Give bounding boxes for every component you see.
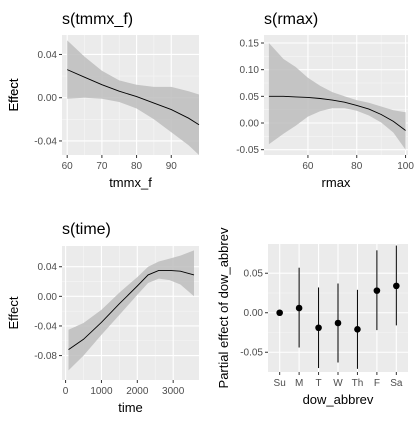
x-tick-label: T [316, 378, 322, 389]
panel-s-tmmx-f: -0.04 0.00 0.04 60 70 80 90 tmmx_f Effect s(tmmx_… [6, 11, 200, 190]
panel-title: s(rmax) [264, 11, 318, 28]
x-tick-label: 80 [131, 161, 143, 172]
x-tick-label: Sa [390, 378, 403, 389]
confidence-band [67, 40, 199, 155]
x-axis-label: tmmx_f [109, 175, 152, 190]
panel-title: s(time) [62, 221, 111, 238]
y-tick-label: 0.00 [38, 93, 58, 104]
y-tick-label: -0.05 [240, 348, 263, 359]
x-tick-label: 70 [96, 161, 108, 172]
x-tick-label: W [333, 378, 343, 389]
smooth-line [68, 269, 195, 350]
effect-point [334, 319, 342, 327]
x-tick-label: F [374, 378, 380, 389]
x-tick-label: M [295, 378, 303, 389]
x-tick-label: 90 [166, 161, 178, 172]
y-tick-label: -0.08 [34, 351, 57, 362]
y-tick-label: 0.15 [240, 39, 260, 50]
y-axis-label: Partial effect of dow_abbrev [216, 227, 231, 388]
x-tick-label: 100 [397, 161, 414, 172]
x-tick-label: 80 [351, 161, 363, 172]
effect-point [276, 309, 283, 317]
x-tick-label: 60 [62, 161, 74, 172]
x-tick-label: 2000 [126, 386, 149, 397]
x-axis-label: rmax [322, 175, 351, 190]
x-tick-label: 60 [302, 161, 314, 172]
y-tick-label: 0.05 [244, 269, 264, 280]
smooth-line [268, 95, 406, 131]
panel-s-rmax: -0.05 0.00 0.05 0.10 0.15 60 80 100 rmax Effect s(… [6, 11, 414, 190]
y-tick-label: 0.05 [240, 92, 260, 103]
effect-point [373, 287, 381, 294]
y-axis-label: Effect [6, 78, 21, 111]
y-tick-label: -0.05 [236, 145, 259, 156]
effect-point [315, 324, 322, 332]
x-tick-label: 1000 [90, 386, 113, 397]
panel-dow-abbrev: -0.05 0.00 0.05 Su M T W Th F Sa dow_abbrev Partial… [216, 227, 408, 407]
x-tick-label: Su [274, 378, 286, 389]
y-tick-label: -0.04 [34, 136, 57, 147]
confidence-band [268, 43, 406, 150]
x-axis-label: dow_abbrev [303, 392, 374, 407]
x-tick-label: 0 [63, 386, 69, 397]
panel-s-time: -0.08 -0.04 0.00 0.04 0 1000 2000 3000 time Effec… [6, 221, 199, 415]
x-tick-label: Th [352, 378, 364, 389]
smooth-line [67, 69, 200, 126]
y-tick-label: 0.00 [244, 308, 264, 319]
x-axis-label: time [118, 400, 143, 415]
y-tick-label: -0.04 [34, 321, 57, 332]
y-tick-label: 0.04 [38, 262, 58, 273]
y-tick-label: 0.00 [38, 292, 58, 303]
confidence-band [68, 250, 194, 371]
effect-point [393, 282, 400, 290]
y-tick-label: 0.04 [38, 50, 58, 61]
panel-title: s(tmmx_f) [62, 11, 133, 28]
effect-point [295, 304, 303, 312]
y-axis-label: Effect [6, 78, 21, 111]
effect-point [354, 326, 361, 333]
x-tick-label: 3000 [162, 386, 185, 397]
y-tick-label: 0.00 [240, 119, 260, 130]
y-tick-label: 0.10 [240, 65, 260, 76]
y-axis-label: Effect [6, 296, 21, 329]
